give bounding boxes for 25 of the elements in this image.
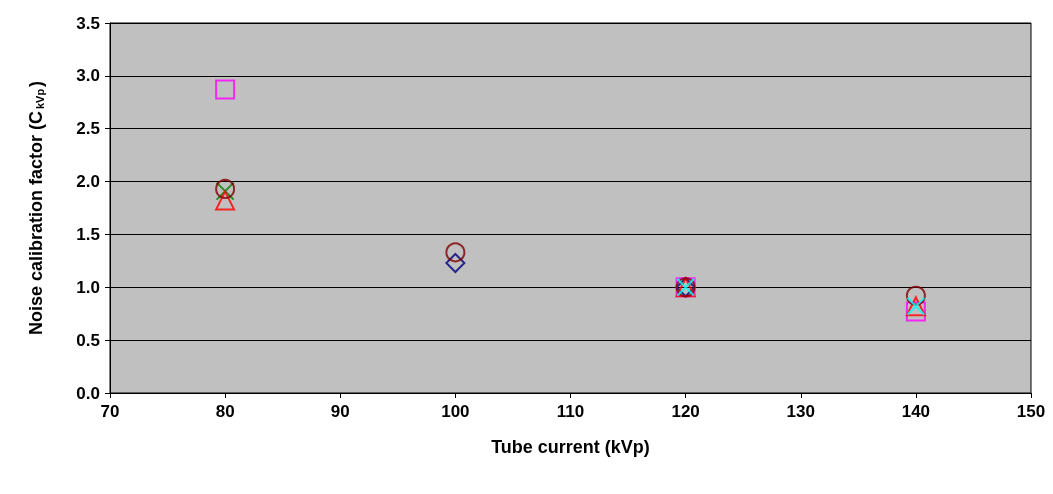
point [905, 301, 926, 322]
point [445, 242, 466, 263]
point [215, 79, 236, 100]
x-tick-label: 90 [330, 402, 350, 421]
y-tick-label: 3.5 [76, 13, 100, 33]
y-tick-label: 1.5 [76, 224, 100, 244]
point [905, 285, 926, 306]
point [445, 252, 466, 273]
x-tick-label: 150 [1016, 402, 1046, 421]
x-tick-label: 70 [100, 402, 120, 421]
x-tick-label: 140 [901, 402, 931, 421]
y-tick-label: 1.0 [76, 277, 100, 297]
y-tick-label: 0.5 [76, 330, 100, 350]
x-tick-label: 80 [215, 402, 235, 421]
y-axis-title: Noise calibration factor (CkVp) [26, 80, 46, 336]
y-tick-label: 2.5 [76, 119, 100, 139]
x-tick-label: 100 [441, 402, 470, 421]
x-axis-title: Tube current (kVp) [491, 437, 650, 457]
y-tick-label: 0.0 [76, 383, 100, 403]
x-tick-label: 130 [786, 402, 815, 421]
point [215, 190, 236, 211]
y-tick-label: 3.0 [76, 66, 100, 86]
x-tick-label: 120 [671, 402, 700, 421]
x-tick-label: 110 [556, 402, 585, 421]
y-tick-label: 2.0 [76, 172, 100, 192]
